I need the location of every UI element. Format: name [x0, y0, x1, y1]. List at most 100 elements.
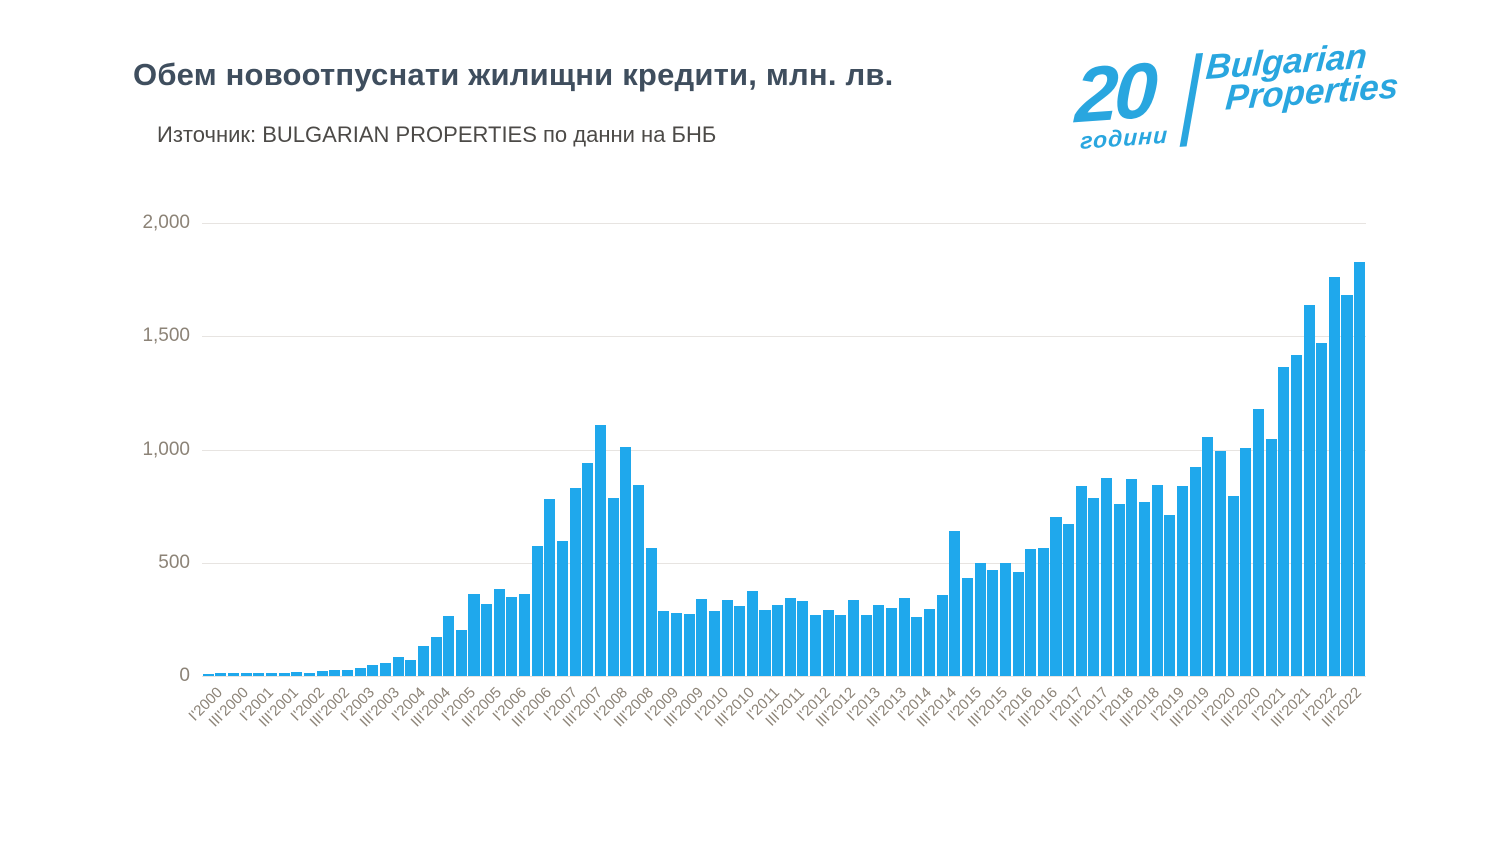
bar	[961, 577, 973, 676]
bar	[923, 608, 936, 676]
bar	[974, 563, 986, 676]
bar	[822, 609, 834, 676]
bar	[379, 662, 391, 676]
bar	[607, 497, 619, 676]
bar	[999, 562, 1011, 676]
bar	[1328, 276, 1340, 676]
bar	[455, 630, 467, 676]
bar	[746, 590, 758, 676]
bar	[531, 545, 543, 676]
bar	[620, 447, 632, 676]
bar	[1101, 478, 1113, 676]
bar	[1316, 342, 1328, 676]
bar	[696, 598, 708, 676]
bar	[1290, 354, 1302, 676]
bar	[1037, 547, 1049, 676]
bar	[519, 594, 531, 676]
bar	[987, 569, 999, 676]
bar	[721, 600, 733, 676]
bar	[1227, 496, 1239, 676]
bar	[1025, 548, 1037, 676]
bar	[1278, 367, 1290, 676]
bar	[582, 463, 594, 676]
bar	[1265, 439, 1277, 676]
bar	[430, 636, 442, 676]
bar	[797, 601, 809, 676]
bar	[468, 594, 480, 676]
bar	[873, 604, 885, 676]
bar	[405, 659, 417, 676]
bar	[1113, 504, 1125, 676]
y-axis-tick-label: 500	[158, 551, 190, 573]
bar	[670, 613, 682, 676]
page-title: Обем новоотпуснати жилищни кредити, млн.…	[133, 57, 894, 92]
bar	[595, 425, 607, 676]
bar	[911, 616, 923, 676]
bar	[202, 674, 214, 676]
bar	[506, 596, 518, 676]
bar	[354, 668, 366, 676]
bar	[1050, 516, 1062, 676]
bar	[1202, 437, 1214, 676]
bar	[304, 672, 316, 676]
bar	[949, 530, 961, 676]
bar	[848, 599, 860, 676]
bar	[886, 607, 898, 676]
bar	[1151, 484, 1163, 676]
bar	[253, 673, 265, 676]
bar	[1240, 448, 1252, 676]
bar	[1303, 305, 1315, 676]
bar	[1214, 450, 1227, 676]
bar	[266, 672, 278, 676]
bar	[1354, 262, 1366, 676]
bar	[481, 603, 493, 676]
bar	[1088, 497, 1100, 676]
bar	[392, 656, 404, 676]
gridline-0	[202, 676, 1366, 677]
bar	[1189, 466, 1201, 676]
gridline-1,500	[202, 336, 1366, 338]
bar	[215, 673, 227, 676]
bar	[557, 540, 569, 676]
gridline-1,000	[202, 449, 1366, 451]
bar	[1341, 294, 1353, 676]
bar	[278, 672, 290, 676]
bar	[291, 671, 303, 676]
gridline-500	[202, 562, 1366, 564]
bar	[772, 605, 784, 676]
bar	[1012, 572, 1024, 676]
bar	[645, 547, 657, 676]
bar	[860, 614, 872, 676]
bar	[569, 488, 581, 676]
bar	[759, 609, 771, 676]
y-axis-tick-label: 0	[179, 665, 190, 686]
bar	[1126, 479, 1138, 676]
bar	[658, 610, 670, 676]
bar	[493, 589, 505, 676]
bar	[316, 670, 328, 676]
bar	[683, 613, 695, 676]
bar	[367, 664, 379, 676]
bar	[898, 597, 910, 676]
bar	[734, 606, 746, 676]
chart-source: Източник: BULGARIAN PROPERTIES по данни …	[157, 122, 717, 147]
bar	[417, 645, 429, 676]
bar	[443, 615, 455, 676]
bar	[341, 669, 354, 676]
bar	[784, 598, 796, 676]
bar	[1063, 524, 1075, 676]
bar	[1075, 486, 1087, 676]
y-axis-tick-label: 1,000	[142, 438, 190, 460]
bar	[708, 610, 720, 676]
y-axis-tick-label: 2,000	[142, 212, 190, 233]
bar	[1164, 514, 1176, 676]
bar	[228, 673, 240, 676]
bar	[1139, 502, 1151, 676]
bar	[1177, 485, 1189, 676]
bar	[632, 484, 645, 676]
y-axis-tick-label: 1,500	[142, 325, 190, 347]
gridline-2,000	[202, 223, 1366, 224]
bar	[240, 672, 252, 676]
bar	[329, 669, 341, 676]
